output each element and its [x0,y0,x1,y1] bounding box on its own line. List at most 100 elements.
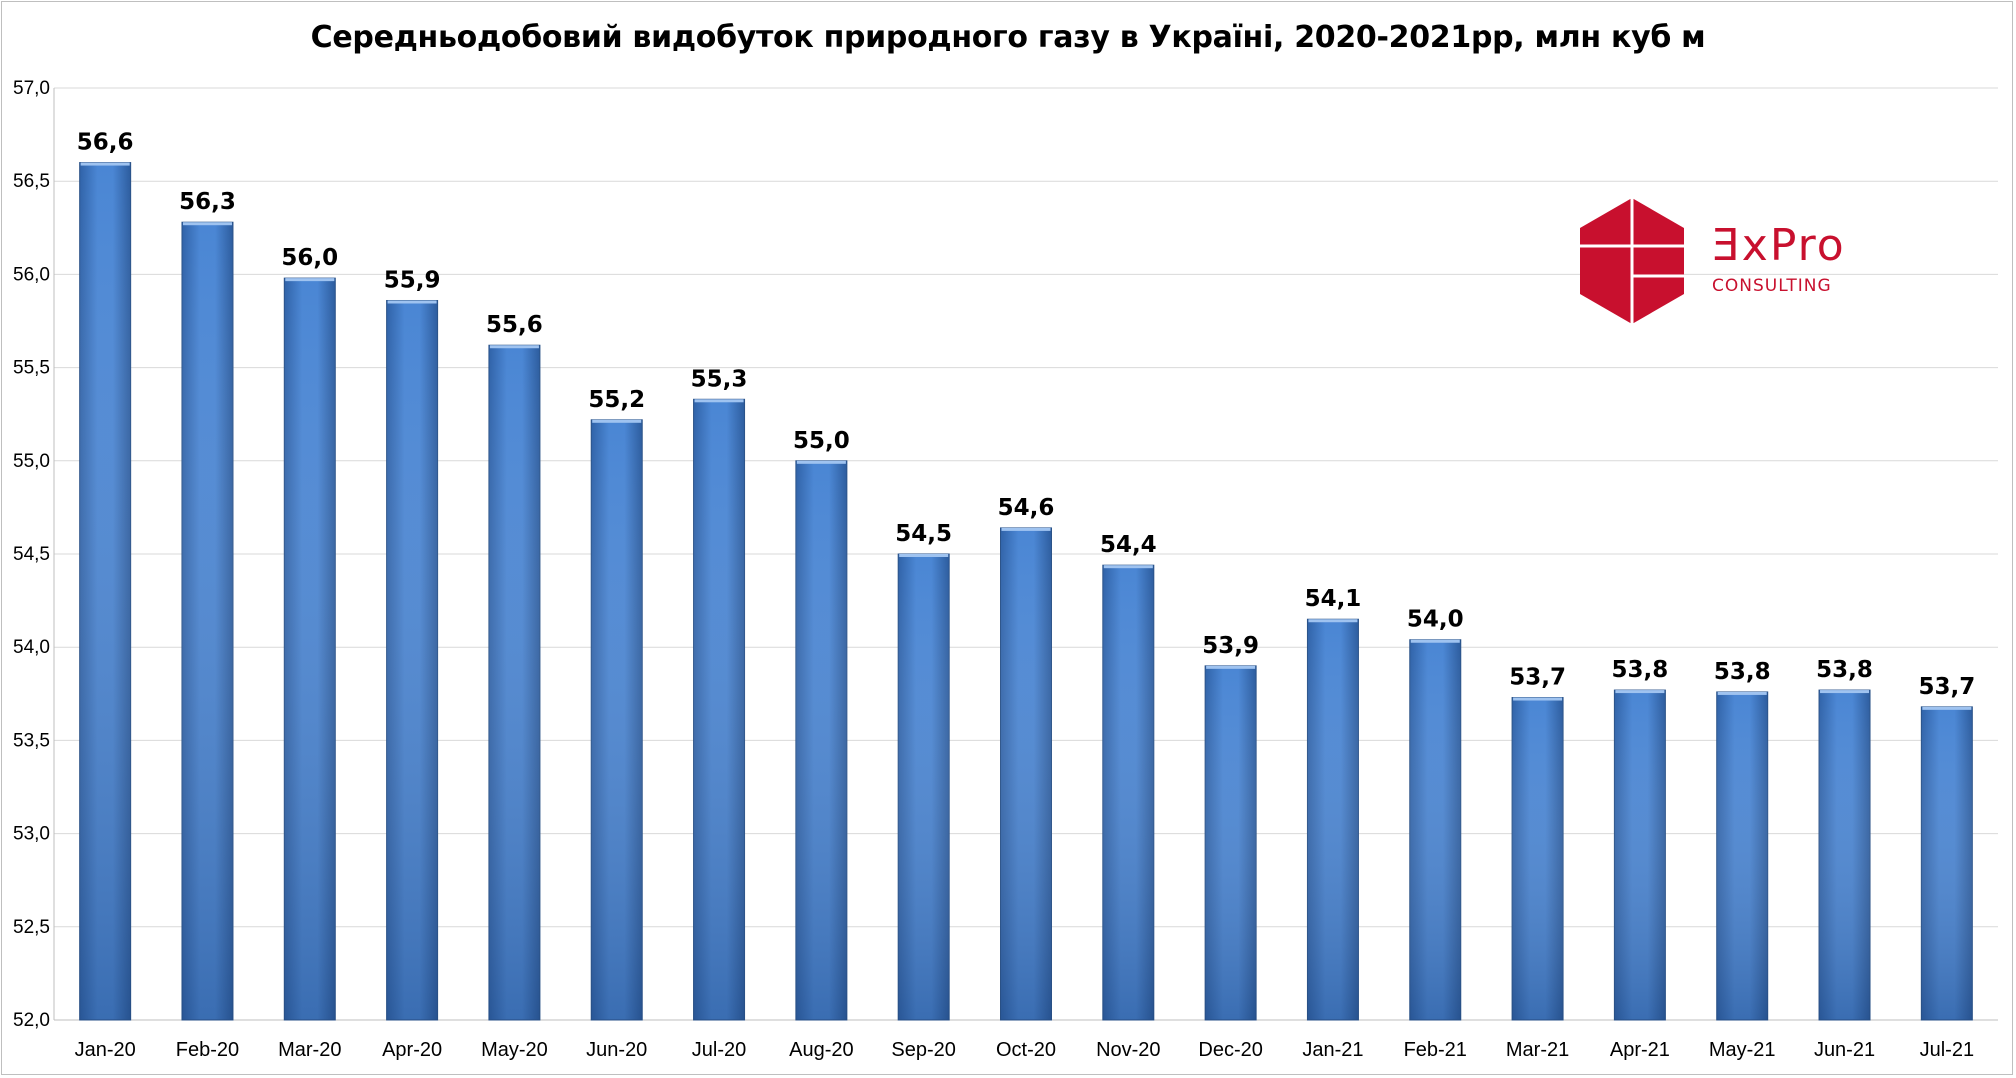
x-tick-label: Mar-20 [278,1039,341,1061]
x-tick-label: Jan-21 [1302,1039,1363,1061]
y-tick-label: 56,0 [13,264,50,285]
bar-top-highlight [694,399,744,403]
bar-shade [1921,706,1973,1020]
y-tick-label: 55,0 [13,451,50,472]
bar-top-highlight [182,222,232,226]
bar-top-highlight [1513,697,1563,701]
bar [1000,527,1052,1021]
bar-top-highlight [796,460,846,464]
data-labels: 56,6 56,3 56,0 55,9 55,6 55,2 55,3 55,0 54,5 54,6… [77,130,1975,700]
data-label: 56,6 [77,130,134,156]
x-tick-label: Sep-20 [891,1039,956,1061]
bar-shade [1000,527,1052,1020]
x-tick-label: Apr-21 [1610,1039,1670,1061]
x-tick-label: Nov-20 [1096,1039,1160,1061]
data-label: 55,9 [384,267,441,293]
y-tick-label: 56,5 [13,171,50,192]
hexagon-logo-icon [1580,198,1684,324]
bar-top-highlight [1410,639,1460,643]
bar-top-highlight [1717,691,1767,695]
bar-top-highlight [1820,690,1870,694]
bar-top-highlight [489,345,539,349]
data-label: 54,6 [998,495,1055,521]
logo-wordmark: ƎxPro [1712,220,1846,271]
expro-logo: ƎxPro CONSULTING [1572,196,1932,326]
y-tick-label: 53,0 [13,824,50,845]
bar [1102,564,1155,1021]
bar-shade [1614,690,1666,1020]
x-tick-label: Mar-21 [1506,1039,1569,1061]
bar-top-highlight [1615,690,1665,694]
x-tick-label: Oct-20 [996,1039,1056,1061]
bar [283,277,336,1021]
data-label: 54,0 [1407,607,1464,633]
y-tick-label: 53,5 [13,730,50,751]
bar-top-highlight [387,300,437,304]
bar-top-highlight [1001,527,1051,531]
bar-top-highlight [285,278,335,282]
data-label: 56,3 [179,189,236,215]
bar [897,553,950,1021]
bar-top-highlight [1206,665,1256,669]
data-label: 53,8 [1816,657,1873,683]
bar-top-highlight [592,419,642,423]
x-tick-label: Feb-20 [176,1039,239,1061]
y-tick-label: 55,5 [13,358,50,379]
x-tick-label: May-20 [481,1039,548,1061]
y-tick-label: 54,0 [13,637,50,658]
bar [181,221,234,1021]
x-tick-labels: Jan-20 Feb-20 Mar-20 Apr-20 May-20 Jun-20 Jul-… [75,1039,1975,1061]
bar-shade [1716,691,1768,1020]
bar-shade [386,300,438,1021]
bar-shade [898,554,950,1020]
gridlines [54,87,1998,928]
bar [79,162,132,1021]
bar [693,398,746,1021]
bar-top-highlight [80,162,130,166]
x-tick-label: Jun-20 [586,1039,647,1061]
y-tick-labels: 52,0 52,5 53,0 53,5 54,0 54,5 55,0 55,5 56,0 56,5… [13,78,50,1031]
data-label: 53,7 [1918,674,1975,700]
y-tick-label: 57,0 [13,78,50,99]
x-tick-label: Dec-20 [1198,1039,1262,1061]
x-tick-label: Feb-21 [1404,1039,1467,1061]
bar-shade [693,399,745,1021]
data-label: 56,0 [281,245,338,271]
bar [1613,689,1666,1021]
bar [1306,618,1359,1021]
y-tick-label: 52,5 [13,917,50,938]
bar [795,460,848,1021]
logo-subtitle: CONSULTING [1712,276,1832,296]
bar-top-highlight [1922,706,1972,710]
y-tick-label: 52,0 [13,1010,50,1031]
bars [79,162,1973,1021]
data-label: 53,7 [1509,665,1566,691]
data-label: 55,6 [486,312,543,338]
bar-shade [284,278,336,1020]
y-tick-label: 54,5 [13,544,50,565]
data-label: 54,4 [1100,532,1157,558]
data-label: 55,0 [793,428,850,454]
x-tick-label: May-21 [1709,1039,1776,1061]
x-tick-label: Jul-20 [692,1039,746,1061]
bar [1511,697,1564,1021]
bar [1204,665,1257,1021]
data-label: 54,5 [895,521,952,547]
x-tick-label: Apr-20 [382,1039,442,1061]
bar [1409,639,1462,1021]
x-tick-label: Jan-20 [75,1039,136,1061]
data-label: 53,8 [1714,659,1771,685]
bar-shade [1307,619,1359,1020]
data-label: 55,3 [691,366,748,392]
x-tick-label: Aug-20 [789,1039,854,1061]
bar-shade [1512,697,1564,1020]
bar-shade [79,162,131,1020]
chart-title: Середньодобовий видобуток природного газ… [310,20,1706,55]
bar-top-highlight [1103,565,1153,569]
data-label: 54,1 [1305,586,1362,612]
bar-shade [488,345,540,1020]
bar-shade [1205,665,1257,1020]
bar [386,299,439,1021]
x-tick-label: Jun-21 [1814,1039,1875,1061]
